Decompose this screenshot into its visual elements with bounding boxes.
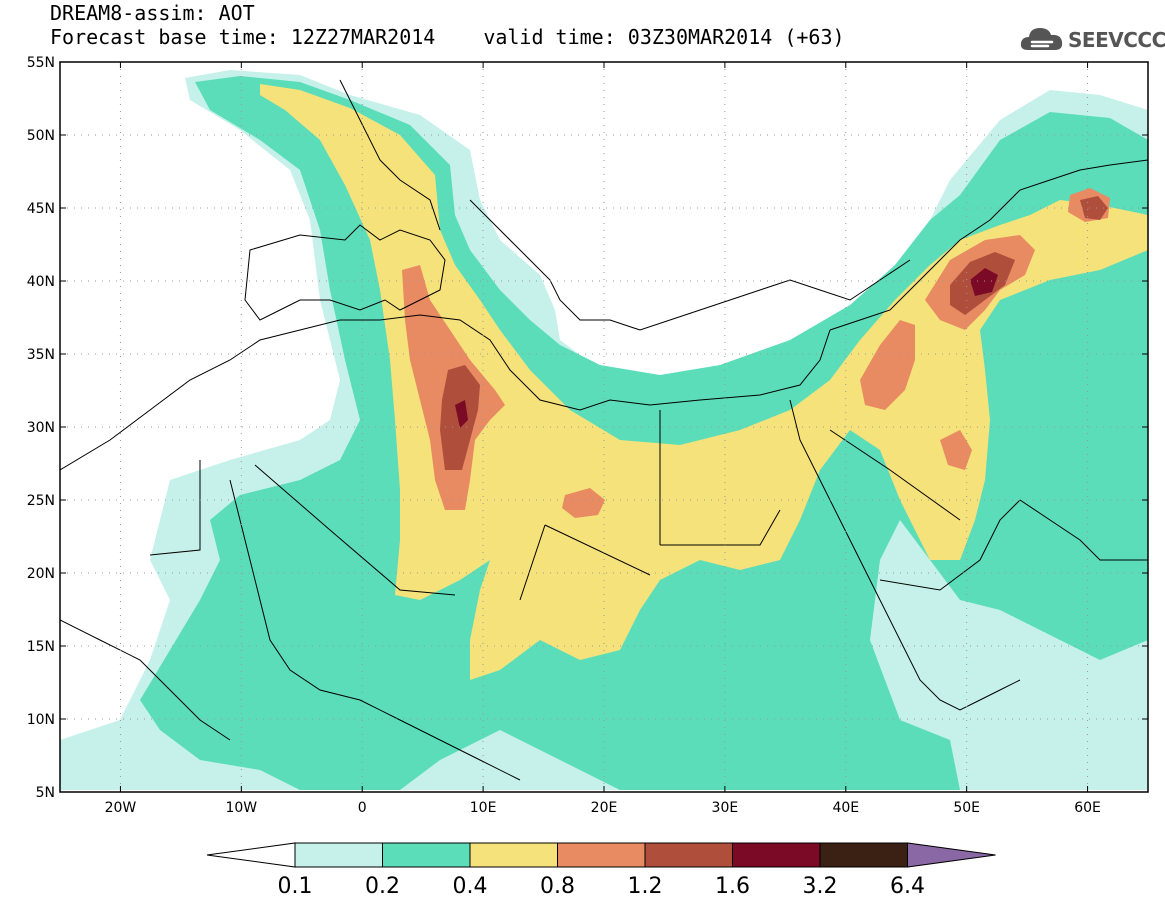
lon-tick-label: 60E (1074, 800, 1101, 816)
lat-tick-label: 45N (27, 201, 55, 217)
lat-tick-label: 20N (27, 566, 55, 582)
colorbar-segment (819, 842, 908, 868)
logo: SEEVCCC (1018, 22, 1165, 58)
lat-tick-label: 35N (27, 347, 55, 363)
colorbar-over-arrow (907, 842, 996, 868)
colorbar-label: 0.4 (453, 874, 488, 899)
colorbar-segment (469, 842, 558, 868)
colorbar-segment (732, 842, 821, 868)
lon-tick-label: 10W (225, 800, 257, 816)
base-time: Forecast base time: 12Z27MAR2014 (50, 25, 436, 49)
lat-ticks: 55N 50N 45N 40N 35N 30N 25N 20N 15N 10N 5N (27, 55, 1148, 801)
colorbar: 0.1 0.2 0.4 0.8 1.2 1.6 3.2 6.4 (206, 842, 996, 899)
colorbar-label: 3.2 (803, 874, 838, 899)
time-info: Forecast base time: 12Z27MAR2014 valid ti… (50, 26, 845, 48)
cloud-icon (1020, 28, 1063, 50)
colorbar-label: 0.1 (278, 874, 313, 899)
lat-tick-label: 25N (27, 493, 55, 509)
lon-tick-label: 20E (591, 800, 618, 816)
lat-tick-label: 30N (27, 420, 55, 436)
map-title: DREAM8-assim: AOT (50, 1, 255, 25)
lon-tick-label: 50E (953, 800, 980, 816)
lat-tick-label: 55N (27, 55, 55, 71)
lon-tick-label: 0 (358, 800, 367, 816)
colorbar-label: 1.6 (715, 874, 750, 899)
colorbar-label: 1.2 (628, 874, 663, 899)
colorbar-label: 0.8 (540, 874, 575, 899)
lon-ticks: 20W 10W 0 10E 20E 30E 40E 50E 60E (105, 62, 1101, 816)
valid-time: valid time: 03Z30MAR2014 (+63) (483, 25, 845, 49)
lon-tick-label: 20W (105, 800, 137, 816)
lat-tick-label: 10N (27, 712, 55, 728)
aot-field (60, 70, 1148, 790)
grid-lines (60, 62, 1148, 792)
colorbar-segment (294, 842, 383, 868)
lat-tick-label: 40N (27, 274, 55, 290)
colorbar-label: 6.4 (890, 874, 925, 899)
lon-tick-label: 10E (470, 800, 497, 816)
lon-tick-label: 40E (832, 800, 859, 816)
coastlines (60, 79, 1148, 781)
lon-tick-label: 30E (712, 800, 739, 816)
colorbar-segment (644, 842, 733, 868)
colorbar-label: 0.2 (365, 874, 400, 899)
logo-text: SEEVCCC (1068, 28, 1165, 52)
lat-tick-label: 15N (27, 639, 55, 655)
colorbar-under-arrow (206, 842, 296, 868)
colorbar-segment (557, 842, 646, 868)
colorbar-segment (382, 842, 471, 868)
lat-tick-label: 5N (36, 785, 55, 801)
lat-tick-label: 50N (27, 128, 55, 144)
